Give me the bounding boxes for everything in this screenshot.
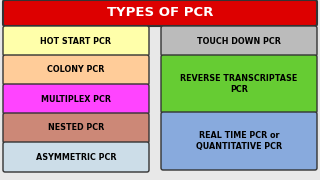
Text: ASYMMETRIC PCR: ASYMMETRIC PCR <box>36 152 116 161</box>
FancyBboxPatch shape <box>3 0 317 26</box>
Text: COLONY PCR: COLONY PCR <box>47 66 105 75</box>
Text: MULTIPLEX PCR: MULTIPLEX PCR <box>41 94 111 103</box>
Text: NESTED PCR: NESTED PCR <box>48 123 104 132</box>
FancyBboxPatch shape <box>161 55 317 113</box>
FancyBboxPatch shape <box>3 55 149 85</box>
FancyBboxPatch shape <box>3 142 149 172</box>
Text: REVERSE TRANSCRIPTASE
PCR: REVERSE TRANSCRIPTASE PCR <box>180 74 298 94</box>
Text: TOUCH DOWN PCR: TOUCH DOWN PCR <box>197 37 281 46</box>
Text: REAL TIME PCR or
QUANTITATIVE PCR: REAL TIME PCR or QUANTITATIVE PCR <box>196 131 282 151</box>
FancyBboxPatch shape <box>3 84 149 114</box>
FancyBboxPatch shape <box>161 26 317 56</box>
FancyBboxPatch shape <box>3 113 149 143</box>
Text: HOT START PCR: HOT START PCR <box>41 37 111 46</box>
FancyBboxPatch shape <box>3 26 149 56</box>
FancyBboxPatch shape <box>161 112 317 170</box>
Text: TYPES OF PCR: TYPES OF PCR <box>107 6 213 19</box>
